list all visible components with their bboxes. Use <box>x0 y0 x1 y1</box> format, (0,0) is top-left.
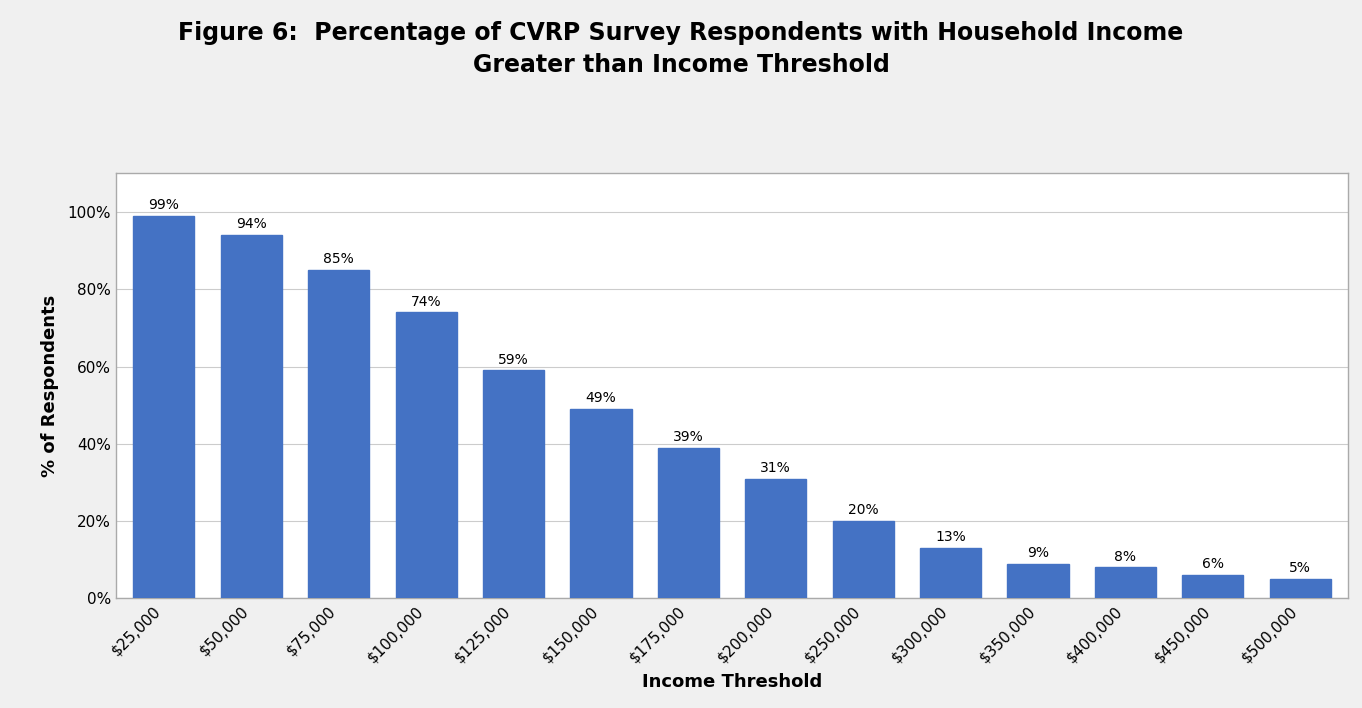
Bar <box>1008 564 1069 598</box>
Text: 39%: 39% <box>673 430 704 444</box>
Bar <box>571 409 632 598</box>
Bar <box>832 521 893 598</box>
Bar <box>395 312 456 598</box>
Text: 8%: 8% <box>1114 549 1136 564</box>
Bar <box>308 270 369 598</box>
Bar <box>133 216 195 598</box>
Text: 13%: 13% <box>936 530 966 544</box>
Bar <box>919 548 981 598</box>
Bar <box>745 479 806 598</box>
Text: 74%: 74% <box>411 295 441 309</box>
Text: 20%: 20% <box>849 503 878 517</box>
Bar <box>1269 579 1331 598</box>
Bar <box>221 235 282 598</box>
Text: 31%: 31% <box>760 461 791 474</box>
Text: 59%: 59% <box>498 353 528 367</box>
Bar <box>1095 567 1156 598</box>
Text: 99%: 99% <box>148 198 180 212</box>
Text: 94%: 94% <box>236 217 267 232</box>
Text: 85%: 85% <box>323 252 354 266</box>
X-axis label: Income Threshold: Income Threshold <box>642 673 823 691</box>
Bar <box>658 447 719 598</box>
Y-axis label: % of Respondents: % of Respondents <box>41 295 59 477</box>
Text: 49%: 49% <box>586 391 617 405</box>
Bar <box>484 370 545 598</box>
Bar <box>1182 575 1244 598</box>
Text: 6%: 6% <box>1201 557 1224 571</box>
Text: 9%: 9% <box>1027 546 1049 559</box>
Text: Figure 6:  Percentage of CVRP Survey Respondents with Household Income
Greater t: Figure 6: Percentage of CVRP Survey Resp… <box>178 21 1184 77</box>
Text: 5%: 5% <box>1290 561 1312 575</box>
